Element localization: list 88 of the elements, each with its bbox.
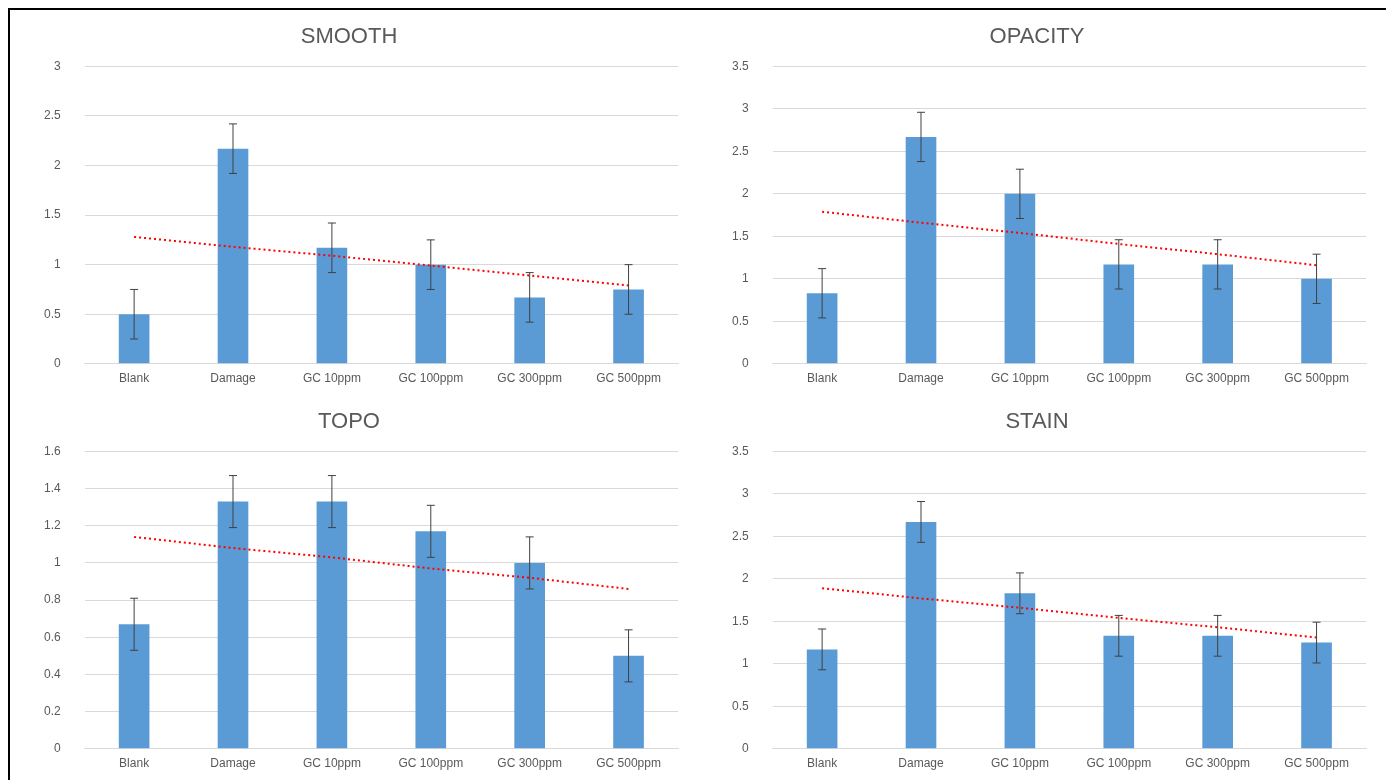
y-tick-label: 1.4	[43, 480, 61, 495]
bar	[316, 247, 348, 364]
y-tick-label: 2	[741, 186, 749, 201]
y-tick-label: 2	[53, 157, 61, 172]
bar	[1202, 264, 1233, 364]
x-tick-label: Damage	[210, 371, 257, 386]
bar	[1202, 635, 1233, 749]
bar	[415, 264, 447, 364]
x-tick-label: Damage	[210, 756, 257, 771]
bar	[118, 624, 150, 749]
line-series	[821, 587, 1318, 639]
x-tick-label: GC 100ppm	[398, 371, 464, 386]
x-tick-label: GC 100ppm	[1086, 371, 1152, 386]
y-tick-label: 0.5	[43, 306, 61, 321]
x-tick-label: GC 300ppm	[1185, 371, 1251, 386]
x-tick-label: GC 10ppm	[302, 371, 361, 386]
bar	[1103, 264, 1135, 364]
bar	[316, 501, 348, 749]
y-tick-label: 1	[741, 271, 749, 286]
x-tick-label: Blank	[807, 756, 839, 771]
y-tick-label: 3.5	[731, 58, 749, 73]
bar	[1004, 193, 1036, 364]
x-tick-label: GC 300ppm	[497, 371, 563, 386]
x-tick-label: GC 300ppm	[497, 756, 563, 771]
chart-title: STAIN	[1005, 408, 1069, 434]
bar	[514, 562, 545, 749]
y-tick-label: 0.4	[43, 666, 61, 681]
bar	[1301, 642, 1332, 749]
bar	[613, 655, 644, 749]
x-tick-label: GC 10ppm	[990, 371, 1049, 386]
x-tick-label: GC 300ppm	[1185, 756, 1251, 771]
x-tick-label: Blank	[119, 756, 151, 771]
x-tick-label: Damage	[898, 371, 945, 386]
chart-title: TOPO	[318, 408, 380, 434]
bar	[217, 501, 249, 749]
y-tick-label: 1.2	[43, 518, 61, 533]
x-tick-label: GC 100ppm	[398, 756, 464, 771]
chart-title: SMOOTH	[300, 23, 398, 49]
x-tick-label: GC 500ppm	[596, 371, 661, 386]
y-tick-label: 2.5	[731, 143, 749, 158]
y-tick-label: 0.6	[43, 629, 61, 644]
y-tick-label: 3	[741, 486, 749, 501]
y-tick-label: 0.5	[731, 313, 749, 328]
x-tick-label: GC 10ppm	[302, 756, 361, 771]
y-tick-label: 1.5	[43, 207, 61, 222]
y-tick-label: 1	[741, 656, 749, 671]
y-tick-label: 0	[741, 356, 749, 371]
y-tick-label: 3.5	[731, 443, 749, 458]
x-tick-label: Blank	[119, 371, 151, 386]
bar	[1103, 635, 1135, 749]
x-tick-label: Damage	[898, 756, 945, 771]
bar	[613, 289, 644, 364]
y-tick-label: 0.8	[43, 592, 61, 607]
bar	[514, 297, 545, 364]
bar	[806, 649, 838, 749]
line-series	[821, 210, 1318, 267]
bar	[118, 314, 150, 364]
line-series	[133, 535, 630, 590]
x-tick-label: GC 10ppm	[990, 756, 1049, 771]
x-tick-label: GC 500ppm	[1284, 371, 1349, 386]
x-tick-label: GC 100ppm	[1086, 756, 1152, 771]
bar	[217, 148, 249, 364]
y-tick-label: 1.5	[731, 228, 749, 243]
x-tick-label: Blank	[807, 371, 839, 386]
line-series	[133, 235, 630, 287]
y-tick-label: 2.5	[43, 108, 61, 123]
bar	[1301, 278, 1332, 364]
y-tick-label: 1	[53, 555, 61, 570]
y-tick-label: 0	[53, 741, 61, 756]
chart-title: OPACITY	[989, 23, 1085, 49]
y-tick-label: 3	[53, 58, 61, 73]
bar	[905, 521, 937, 749]
y-tick-label: 1	[53, 256, 61, 271]
y-tick-label: 3	[741, 101, 749, 116]
x-tick-label: GC 500ppm	[1284, 756, 1349, 771]
y-tick-label: 1.5	[731, 613, 749, 628]
y-tick-label: 0.2	[43, 703, 61, 718]
y-tick-label: 0.5	[731, 698, 749, 713]
y-tick-label: 1.6	[43, 443, 61, 458]
y-tick-label: 0	[53, 356, 61, 371]
y-tick-label: 0	[741, 741, 749, 756]
y-tick-label: 2	[741, 571, 749, 586]
bar	[415, 531, 447, 749]
bar	[905, 136, 937, 364]
y-tick-label: 2.5	[731, 528, 749, 543]
x-tick-label: GC 500ppm	[596, 756, 661, 771]
bar	[1004, 593, 1036, 749]
bar	[806, 293, 838, 364]
